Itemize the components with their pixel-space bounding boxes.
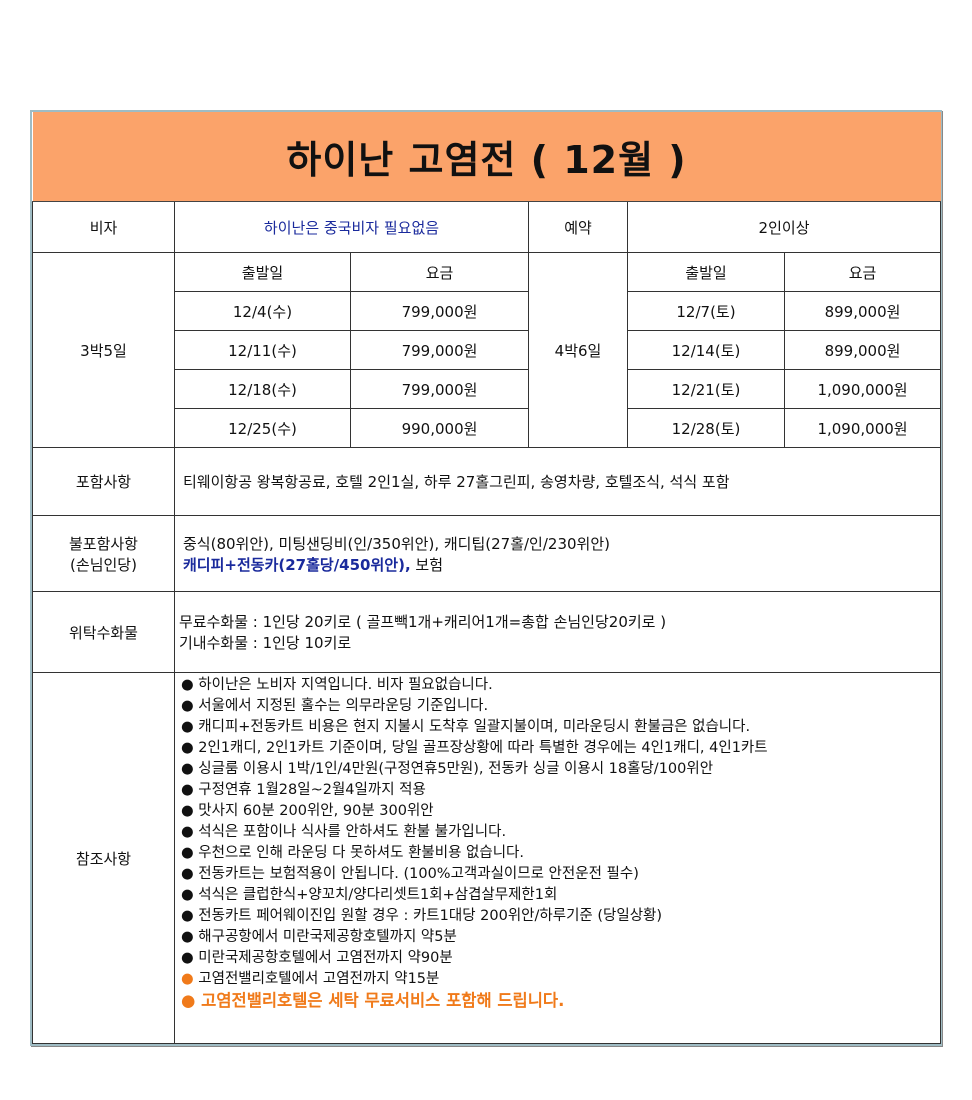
col-header-price: 요금 (783, 252, 942, 292)
notes-list: ● 하이난은 노비자 지역입니다. 비자 필요없습니다. ● 서울에서 지정된 홀… (173, 672, 942, 1044)
note-text: 석식은 클럽한식+양꼬치/양다리셋트1회+삼겹살무제한1회 (198, 887, 558, 903)
bullet-icon: ● (181, 761, 194, 777)
price: 1,090,000원 (783, 369, 942, 409)
plan-a-label: 3박5일 (32, 252, 175, 448)
note-item-highlight: ● 고염전밸리호텔은 세탁 무료서비스 포함해 드립니다. (181, 990, 934, 1011)
bullet-icon: ● (181, 824, 194, 840)
departure-date: 12/4(수) (174, 291, 351, 331)
excluded-caddie-cart: 캐디피+전동카(27홀당/450위안), (183, 555, 411, 574)
reservation-value: 2인이상 (626, 201, 942, 253)
note-item: ● 맛사지 60분 200위안, 90분 300위안 (181, 801, 934, 822)
bullet-icon: ● (181, 845, 194, 861)
excluded-label-line2: (손님인당) (70, 555, 137, 574)
excluded-insurance: 보험 (410, 555, 444, 574)
plan-b-label: 4박6일 (528, 252, 628, 448)
note-item: ● 미란국제공항호텔에서 고염전까지 약90분 (181, 948, 934, 969)
departure-date: 12/25(수) (174, 408, 351, 448)
bullet-icon: ● (181, 991, 196, 1010)
price: 1,090,000원 (783, 408, 942, 448)
note-text: 고염전밸리호텔에서 고염전까지 약15분 (198, 971, 440, 987)
note-text: 전동카트는 보험적용이 안됩니다. (100%고객과실이므로 안전운전 필수) (198, 866, 639, 882)
reservation-label: 예약 (528, 201, 628, 253)
bullet-icon: ● (181, 698, 194, 714)
note-item: ● 전동카트는 보험적용이 안됩니다. (100%고객과실이므로 안전운전 필수… (181, 864, 934, 885)
baggage-line2: 기내수화물 : 1인당 10키로 (179, 634, 352, 652)
note-text: 전동카트 페어웨이진입 원할 경우 : 카트1대당 200위안/하루기준 (당일… (198, 908, 663, 924)
bullet-icon: ● (181, 950, 194, 966)
note-item: ● 해구공항에서 미란국제공항호텔까지 약5분 (181, 927, 934, 948)
departure-date: 12/21(토) (627, 369, 785, 409)
note-text: 서울에서 지정된 홀수는 의무라운딩 기준입니다. (198, 698, 489, 714)
col-header-price: 요금 (350, 252, 529, 292)
bullet-icon: ● (181, 719, 194, 735)
table-row: 12/25(수) 990,000원 12/28(토) 1,090,000원 (33, 408, 942, 448)
tour-info-sheet: 하이난 고염전 ( 12월 ) 비자 하이난은 중국비자 필요없음 예약 2인이… (30, 110, 942, 1046)
note-item: ● 캐디피+전동카트 비용은 현지 지불시 도착후 일괄지불이며, 미라운딩시 … (181, 717, 934, 738)
baggage-line1: 무료수화물 : 1인당 20키로 ( 골프빽1개+캐리어1개=총합 손님인당20… (179, 613, 667, 631)
bullet-icon: ● (181, 803, 194, 819)
note-item: ● 석식은 클럽한식+양꼬치/양다리셋트1회+삼겹살무제한1회 (181, 885, 934, 906)
note-item: ● 2인1캐디, 2인1카트 기준이며, 당일 골프장상황에 따라 특별한 경우… (181, 738, 934, 759)
price: 899,000원 (783, 291, 942, 331)
table-row: 12/11(수) 799,000원 12/14(토) 899,000원 (33, 330, 942, 370)
excluded-line2: 캐디피+전동카(27홀당/450위안), 보험 (183, 554, 940, 575)
bullet-icon: ● (181, 887, 194, 903)
note-text: 구정연휴 1월28일~2월4일까지 적용 (198, 782, 426, 798)
bullet-icon: ● (181, 782, 194, 798)
price: 899,000원 (783, 330, 942, 370)
bullet-icon: ● (181, 677, 194, 693)
note-item: ● 싱글룸 이용시 1박/1인/4만원(구정연휴5만원), 전동카 싱글 이용시… (181, 759, 934, 780)
visa-label: 비자 (32, 201, 175, 253)
price: 799,000원 (350, 291, 529, 331)
note-text: 해구공항에서 미란국제공항호텔까지 약5분 (198, 929, 457, 945)
price: 799,000원 (350, 330, 529, 370)
departure-date: 12/28(토) (627, 408, 785, 448)
included-value: 티웨이항공 왕복항공료, 호텔 2인1실, 하루 27홀그린피, 송영차량, 호… (173, 447, 942, 516)
note-text: 맛사지 60분 200위안, 90분 300위안 (198, 803, 434, 819)
note-item: ● 구정연휴 1월28일~2월4일까지 적용 (181, 780, 934, 801)
excluded-line1: 중식(80위안), 미팅샌딩비(인/350위안), 캐디팁(27홀/인/230위… (183, 534, 610, 553)
baggage-label: 위탁수화물 (32, 591, 175, 673)
excluded-label: 불포함사항 (손님인당) (32, 515, 175, 592)
departure-date: 12/7(토) (627, 291, 785, 331)
included-label: 포함사항 (32, 447, 175, 516)
bullet-icon: ● (181, 971, 194, 987)
departure-date: 12/14(토) (627, 330, 785, 370)
departure-date: 12/11(수) (174, 330, 351, 370)
baggage-value: 무료수화물 : 1인당 20키로 ( 골프빽1개+캐리어1개=총합 손님인당20… (173, 591, 942, 673)
price: 990,000원 (350, 408, 529, 448)
note-item: ● 하이난은 노비자 지역입니다. 비자 필요없습니다. (181, 675, 934, 696)
col-header-date: 출발일 (627, 252, 785, 292)
table-row: 12/4(수) 799,000원 12/7(토) 899,000원 (33, 291, 942, 331)
note-text: 미란국제공항호텔에서 고염전까지 약90분 (198, 950, 453, 966)
note-text: 싱글룸 이용시 1박/1인/4만원(구정연휴5만원), 전동카 싱글 이용시 1… (198, 761, 714, 777)
note-item: ● 전동카트 페어웨이진입 원할 경우 : 카트1대당 200위안/하루기준 (… (181, 906, 934, 927)
bullet-icon: ● (181, 929, 194, 945)
page-title: 하이난 고염전 ( 12월 ) (32, 112, 941, 202)
excluded-value: 중식(80위안), 미팅샌딩비(인/350위안), 캐디팁(27홀/인/230위… (173, 515, 942, 592)
note-text: 석식은 포함이나 식사를 안하셔도 환불 불가입니다. (198, 824, 507, 840)
note-item-highlight: ● 고염전밸리호텔에서 고염전까지 약15분 (181, 969, 934, 990)
visa-value: 하이난은 중국비자 필요없음 (174, 201, 529, 253)
notes-label: 참조사항 (32, 672, 175, 1044)
note-item: ● 우천으로 인해 라운딩 다 못하셔도 환불비용 없습니다. (181, 843, 934, 864)
bullet-icon: ● (181, 908, 194, 924)
bullet-icon: ● (181, 866, 194, 882)
note-text: 캐디피+전동카트 비용은 현지 지불시 도착후 일괄지불이며, 미라운딩시 환불… (198, 719, 751, 735)
note-item: ● 서울에서 지정된 홀수는 의무라운딩 기준입니다. (181, 696, 934, 717)
note-text: 하이난은 노비자 지역입니다. 비자 필요없습니다. (198, 677, 493, 693)
note-text: 우천으로 인해 라운딩 다 못하셔도 환불비용 없습니다. (198, 845, 525, 861)
excluded-label-line1: 불포함사항 (68, 534, 138, 553)
bullet-icon: ● (181, 740, 194, 756)
table-row: 12/18(수) 799,000원 12/21(토) 1,090,000원 (33, 369, 942, 409)
note-text: 고염전밸리호텔은 세탁 무료서비스 포함해 드립니다. (201, 991, 565, 1010)
departure-date: 12/18(수) (174, 369, 351, 409)
col-header-date: 출발일 (174, 252, 351, 292)
note-text: 2인1캐디, 2인1카트 기준이며, 당일 골프장상황에 따라 특별한 경우에는… (198, 740, 768, 756)
price: 799,000원 (350, 369, 529, 409)
note-item: ● 석식은 포함이나 식사를 안하셔도 환불 불가입니다. (181, 822, 934, 843)
